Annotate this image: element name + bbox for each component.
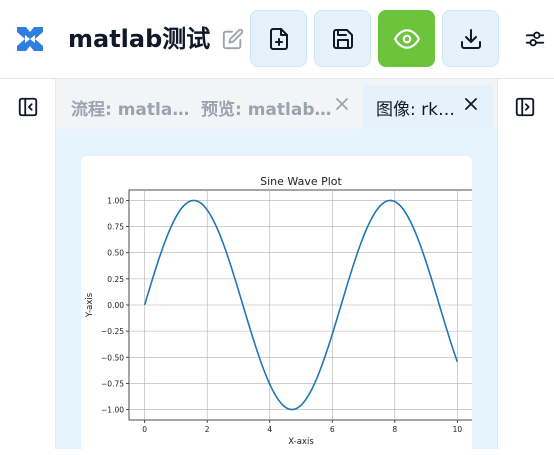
save-icon [332,28,353,49]
y-tick-label: 1.00 [107,196,124,205]
download-button[interactable] [442,10,499,67]
close-tab-preview-button[interactable] [333,95,351,113]
tab-label: 预览: matlab… [201,99,332,120]
save-button[interactable] [314,10,371,67]
y-tick-label: 0.00 [107,301,124,310]
sliders-icon [525,31,545,47]
close-tab-image-button[interactable] [462,95,480,113]
preview-button[interactable] [378,10,435,67]
x-tick-label: 6 [330,425,335,434]
tab-image[interactable]: 图像: rk… [363,85,493,129]
edit-title-button[interactable] [220,26,246,52]
toggle-right-panel-button[interactable] [513,95,537,119]
download-icon [460,28,481,49]
new-file-button[interactable] [250,10,307,67]
close-icon [336,98,348,110]
toggle-left-panel-button[interactable] [16,95,40,119]
x-tick-label: 8 [392,425,397,434]
app-logo-icon [16,26,44,52]
eye-icon [393,28,420,49]
tab-bar: 流程: matla… 预览: matlab… 图像: rk… [56,79,497,129]
panel-left-icon [18,97,38,117]
right-sidebar [497,79,554,449]
chart-title: Sine Wave Plot [260,175,342,188]
x-tick-label: 0 [142,425,147,434]
tab-preview[interactable]: 预览: matlab… [201,85,332,129]
tab-label: 流程: matla… [71,99,190,120]
y-tick-label: −1.00 [101,406,124,415]
close-icon [465,98,477,110]
x-tick-label: 10 [453,425,463,434]
page-title: matlab测试 [68,25,211,53]
sine-wave-chart: −1.00 −0.75 −0.50 −0.25 0.00 0.25 0.50 0.75 1.00… [85,175,474,447]
file-plus-icon [269,27,288,50]
x-tick-label: 4 [267,425,272,434]
x-axis-label: X-axis [288,437,314,447]
plot-card: −1.00 −0.75 −0.50 −0.25 0.00 0.25 0.50 0.75 1.00… [81,156,474,451]
left-sidebar [0,79,56,449]
y-axis-label: Y-axis [85,292,95,318]
tab-label: 图像: rk… [376,99,455,120]
y-tick-label: −0.50 [101,353,124,362]
y-tick-label: 0.50 [107,249,124,258]
edit-icon [222,28,244,50]
y-tick-label: 0.25 [107,275,124,284]
app-header: matlab测试 [0,0,554,79]
y-tick-label: −0.25 [101,327,124,336]
x-tick-label: 2 [205,425,210,434]
series-line [143,199,459,411]
y-tick-label: −0.75 [101,379,124,388]
panel-right-icon [515,97,535,117]
settings-button[interactable] [522,26,548,52]
y-tick-label: 0.75 [107,223,124,232]
tab-flow[interactable]: 流程: matla… [71,85,189,129]
content-area: −1.00 −0.75 −0.50 −0.25 0.00 0.25 0.50 0.75 1.00… [56,129,497,451]
